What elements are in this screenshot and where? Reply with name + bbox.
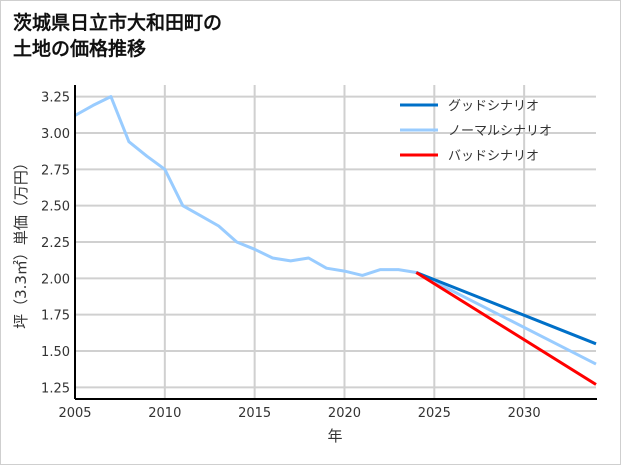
y-tick-label: 1.25 — [41, 381, 70, 396]
legend-label: グッドシナリオ — [448, 99, 539, 114]
y-tick-label: 3.25 — [41, 91, 70, 106]
x-tick-label: 2010 — [148, 406, 181, 421]
series-line-1 — [74, 95, 597, 366]
y-tick-label: 1.50 — [41, 345, 70, 360]
x-axis-label: 年 — [327, 427, 342, 445]
legend-label: ノーマルシナリオ — [448, 124, 552, 139]
y-tick-label: 1.75 — [41, 309, 70, 324]
chart-title-line-2: 土地の価格推移 — [13, 38, 147, 60]
x-tick-label: 2025 — [418, 406, 451, 421]
series-group — [74, 95, 597, 386]
x-tick-label: 2005 — [58, 406, 91, 421]
grid — [75, 85, 596, 399]
y-tick-label: 2.00 — [41, 272, 70, 287]
chart-title: 茨城県日立市大和田町の 土地の価格推移 — [13, 10, 222, 62]
y-tick-label: 2.25 — [41, 236, 70, 251]
x-tick-label: 2030 — [508, 406, 541, 421]
tick-labels: 1.25 1.50 1.75 2.00 2.25 2.50 2.75 3.00 3.25 2005… — [41, 91, 541, 421]
y-tick-label: 3.00 — [41, 127, 70, 142]
y-axis-label: 坪（3.3㎡）単価（万円） — [12, 155, 30, 329]
series-line-2 — [415, 271, 597, 386]
legend-label: バッドシナリオ — [448, 149, 539, 164]
x-tick-label: 2020 — [328, 406, 361, 421]
x-tick-label: 2015 — [238, 406, 271, 421]
chart-title-line-1: 茨城県日立市大和田町の — [13, 12, 223, 34]
series-line-0 — [415, 271, 597, 346]
y-tick-label: 2.75 — [41, 163, 70, 178]
y-tick-label: 2.50 — [41, 200, 70, 215]
